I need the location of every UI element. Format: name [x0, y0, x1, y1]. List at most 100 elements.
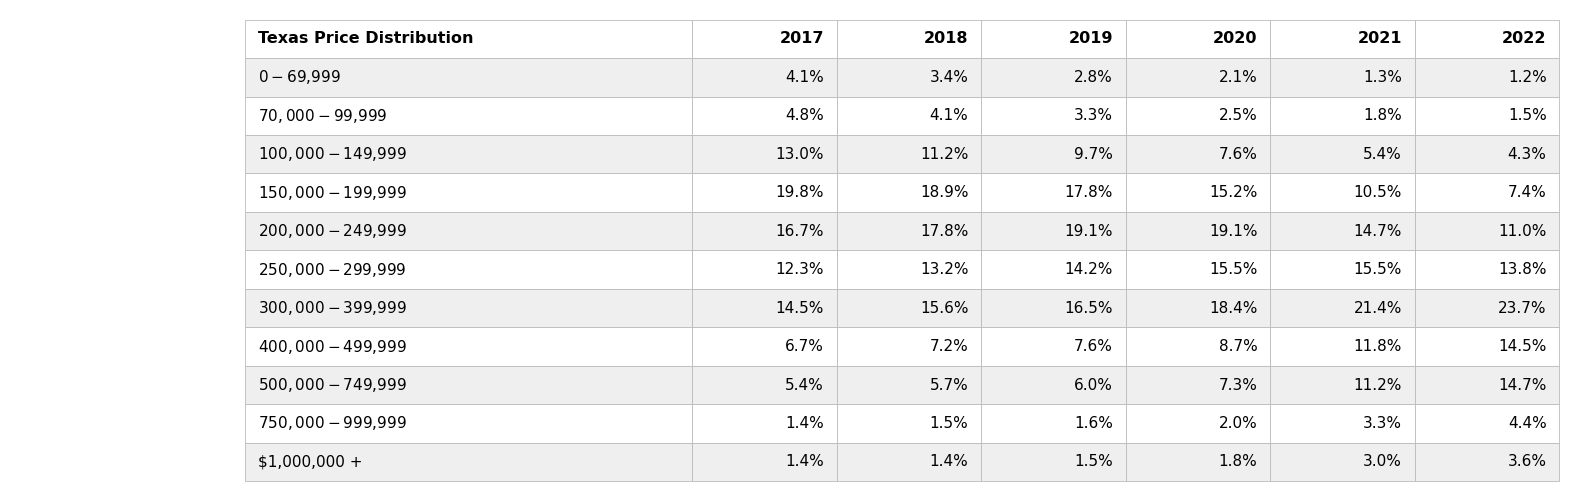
Text: $500,000 - $749,999: $500,000 - $749,999 [258, 376, 407, 394]
Text: 1.3%: 1.3% [1363, 70, 1403, 85]
Text: 8.7%: 8.7% [1219, 339, 1257, 354]
Text: 2018: 2018 [924, 31, 969, 46]
Text: 18.9%: 18.9% [920, 185, 969, 200]
Bar [1415, 58, 1559, 97]
Bar [981, 404, 1126, 443]
Bar [1415, 212, 1559, 250]
Text: 18.4%: 18.4% [1209, 300, 1257, 316]
Bar [1270, 404, 1415, 443]
Bar [1270, 58, 1415, 97]
Bar [245, 97, 692, 135]
Text: 6.0%: 6.0% [1075, 378, 1113, 392]
Bar [1270, 327, 1415, 366]
Bar [1126, 289, 1270, 327]
Bar [1126, 327, 1270, 366]
Bar [981, 58, 1126, 97]
Text: 10.5%: 10.5% [1353, 185, 1403, 200]
Text: $250,000 - $299,999: $250,000 - $299,999 [258, 261, 407, 278]
Text: 3.3%: 3.3% [1363, 416, 1403, 431]
Text: 2017: 2017 [779, 31, 823, 46]
Text: 2.5%: 2.5% [1219, 109, 1257, 123]
Bar [836, 443, 981, 481]
Text: 1.8%: 1.8% [1219, 455, 1257, 469]
Bar [1126, 366, 1270, 404]
Bar [1270, 289, 1415, 327]
Bar [836, 20, 981, 58]
Text: 1.4%: 1.4% [785, 455, 823, 469]
Bar [245, 173, 692, 212]
Text: 5.7%: 5.7% [929, 378, 969, 392]
Bar [836, 135, 981, 173]
Bar [692, 327, 836, 366]
Bar [692, 173, 836, 212]
Bar [1270, 443, 1415, 481]
Text: 5.4%: 5.4% [1363, 147, 1403, 162]
Text: 1.8%: 1.8% [1363, 109, 1403, 123]
Bar [836, 404, 981, 443]
Text: 7.6%: 7.6% [1219, 147, 1257, 162]
Bar [692, 20, 836, 58]
Bar [1415, 366, 1559, 404]
Bar [1126, 404, 1270, 443]
Text: 4.1%: 4.1% [785, 70, 823, 85]
Text: 11.8%: 11.8% [1353, 339, 1403, 354]
Bar [245, 20, 692, 58]
Bar [1415, 327, 1559, 366]
Bar [692, 366, 836, 404]
Text: $1,000,000 +: $1,000,000 + [258, 455, 363, 469]
Bar [836, 289, 981, 327]
Bar [1415, 443, 1559, 481]
Text: 5.4%: 5.4% [785, 378, 823, 392]
Bar [1270, 366, 1415, 404]
Text: 19.1%: 19.1% [1064, 224, 1113, 239]
Bar [1415, 97, 1559, 135]
Bar [1415, 20, 1559, 58]
Bar [245, 289, 692, 327]
Bar [836, 97, 981, 135]
Bar [1126, 135, 1270, 173]
Text: 11.2%: 11.2% [1353, 378, 1403, 392]
Bar [1270, 173, 1415, 212]
Bar [692, 443, 836, 481]
Bar [981, 289, 1126, 327]
Bar [1270, 135, 1415, 173]
Text: 4.1%: 4.1% [929, 109, 969, 123]
Text: $0 - $69,999: $0 - $69,999 [258, 68, 340, 86]
Text: 2019: 2019 [1069, 31, 1113, 46]
Text: $150,000 - $199,999: $150,000 - $199,999 [258, 184, 407, 202]
Text: 1.5%: 1.5% [1509, 109, 1547, 123]
Bar [981, 97, 1126, 135]
Text: 6.7%: 6.7% [785, 339, 823, 354]
Bar [1126, 97, 1270, 135]
Text: 17.8%: 17.8% [1065, 185, 1113, 200]
Bar [1126, 443, 1270, 481]
Bar [692, 289, 836, 327]
Text: 2.8%: 2.8% [1075, 70, 1113, 85]
Text: 15.6%: 15.6% [920, 300, 969, 316]
Bar [1270, 212, 1415, 250]
Text: 2.1%: 2.1% [1219, 70, 1257, 85]
Bar [1126, 173, 1270, 212]
Bar [1415, 289, 1559, 327]
Bar [981, 250, 1126, 289]
Bar [981, 212, 1126, 250]
Bar [836, 58, 981, 97]
Bar [245, 443, 692, 481]
Bar [1270, 250, 1415, 289]
Text: 9.7%: 9.7% [1075, 147, 1113, 162]
Bar [836, 366, 981, 404]
Text: 19.1%: 19.1% [1209, 224, 1257, 239]
Text: 3.6%: 3.6% [1507, 455, 1547, 469]
Bar [245, 404, 692, 443]
Text: 13.0%: 13.0% [776, 147, 823, 162]
Bar [692, 58, 836, 97]
Text: 11.0%: 11.0% [1498, 224, 1547, 239]
Text: 11.2%: 11.2% [920, 147, 969, 162]
Bar [981, 135, 1126, 173]
Bar [1126, 250, 1270, 289]
Text: 7.6%: 7.6% [1075, 339, 1113, 354]
Bar [245, 366, 692, 404]
Text: 2020: 2020 [1213, 31, 1257, 46]
Bar [692, 250, 836, 289]
Bar [836, 173, 981, 212]
